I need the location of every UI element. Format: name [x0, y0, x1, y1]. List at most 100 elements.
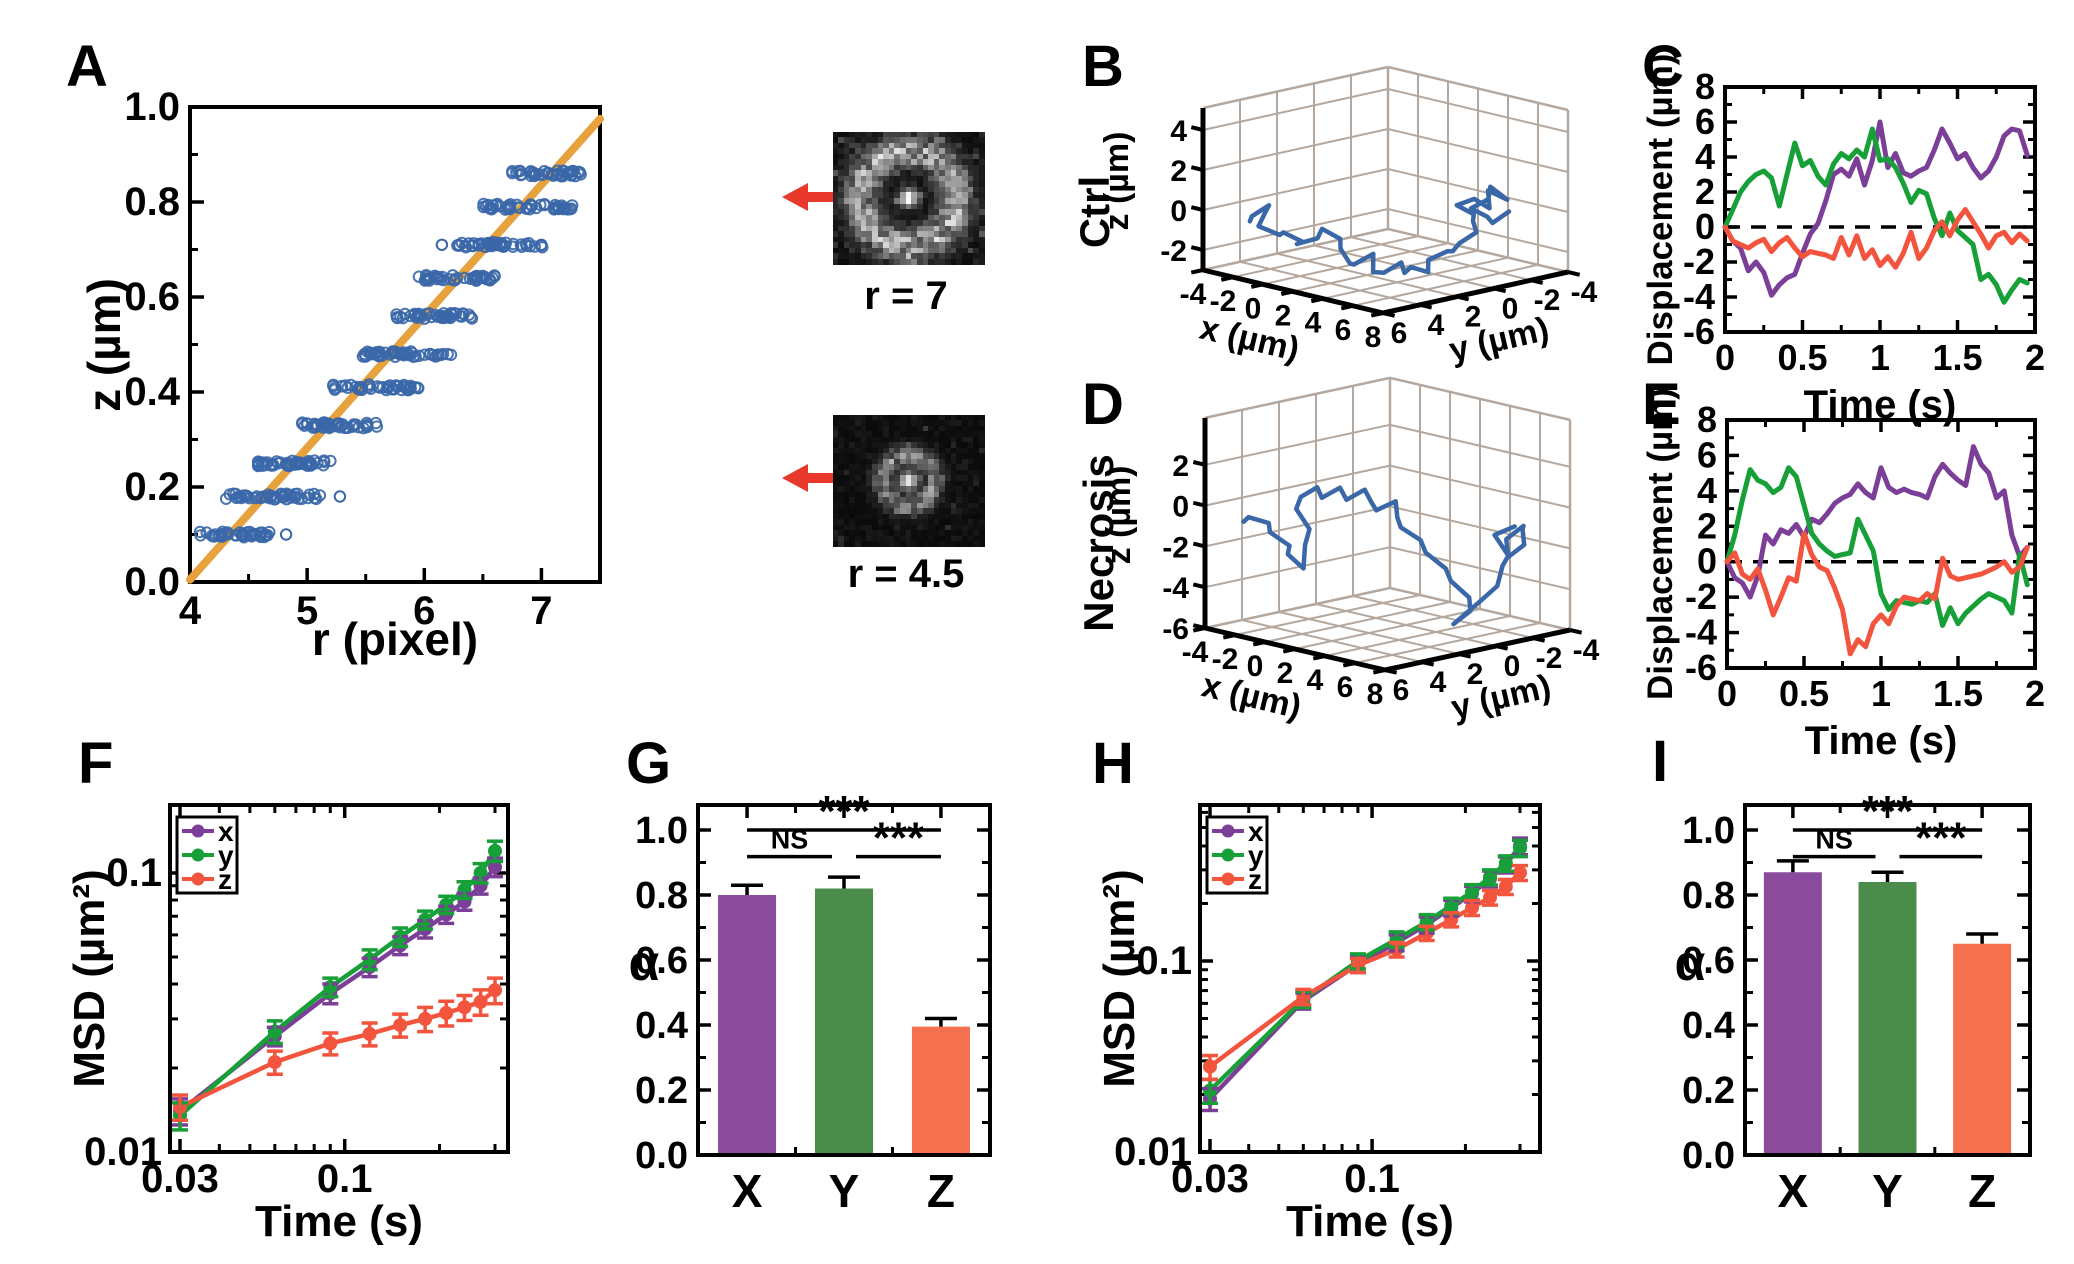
svg-text:8: 8 [1697, 399, 1717, 440]
red-arrow [782, 183, 848, 211]
panel-d-3d [1204, 376, 1572, 671]
svg-text:NS: NS [1815, 825, 1853, 855]
svg-text:Displacement (µm): Displacement (µm) [1641, 388, 1680, 700]
svg-text:2: 2 [1695, 171, 1715, 212]
svg-text:6: 6 [413, 589, 435, 633]
svg-text:0.1: 0.1 [106, 851, 162, 895]
svg-text:z: z [218, 864, 232, 895]
svg-text:2: 2 [2025, 673, 2045, 714]
svg-text:4: 4 [1170, 115, 1187, 148]
panel-g-chart: 0.0 0.2 0.4 0.6 0.8 1.0 X Y Zα *** NS *** [629, 787, 992, 1217]
svg-text:6: 6 [1391, 317, 1408, 350]
svg-text:Z: Z [927, 1165, 955, 1217]
panel-a-chart: 4 5 6 7 0.0 0.2 0.4 0.6 0.8 1.0 r (pixel) z (µm) [78, 85, 848, 665]
panel-i-chart-bar-z [1953, 943, 2012, 1153]
panel-i-chart: 0.0 0.2 0.4 0.6 0.8 1.0 X Y Zα *** NS *** [1675, 787, 2032, 1217]
svg-text:6: 6 [1697, 434, 1717, 475]
svg-text:0.1: 0.1 [1344, 1157, 1400, 1201]
svg-text:4: 4 [1307, 664, 1324, 697]
panel-b-3d-trajectory [1247, 184, 1512, 276]
svg-text:1.0: 1.0 [124, 85, 180, 129]
panel-h-chart-errors-z [1202, 863, 1528, 1082]
svg-text:Time (s): Time (s) [1805, 719, 1958, 763]
panel-g-chart-bar-z [911, 1026, 970, 1153]
svg-text:z: z [1248, 864, 1262, 895]
svg-text:-4: -4 [1685, 612, 1717, 653]
red-arrow [782, 464, 848, 492]
svg-text:1.0: 1.0 [1682, 810, 1735, 852]
svg-text:1.5: 1.5 [1933, 673, 1983, 714]
svg-text:0.6: 0.6 [124, 275, 180, 319]
panel-label-b: B [1082, 34, 1125, 99]
svg-text:X: X [732, 1165, 763, 1217]
svg-text:MSD (µm²): MSD (µm²) [65, 869, 114, 1087]
svg-text:0.6: 0.6 [635, 940, 688, 982]
svg-text:-6: -6 [1685, 647, 1717, 688]
svg-text:0: 0 [1245, 292, 1262, 325]
svg-text:x: x [218, 816, 234, 847]
svg-text:0.2: 0.2 [124, 465, 180, 509]
svg-text:X: X [1778, 1165, 1809, 1217]
svg-text:7: 7 [530, 589, 552, 633]
svg-text:8: 8 [1695, 66, 1715, 107]
svg-text:4: 4 [1430, 666, 1447, 699]
panel-g-chart-bar-x [718, 895, 777, 1153]
svg-text:z (µm): z (µm) [1098, 132, 1136, 231]
panel-label-c: C [1642, 34, 1685, 99]
svg-text:0: 0 [1695, 206, 1715, 247]
panel-label-f: F [78, 731, 115, 796]
svg-text:-6: -6 [1683, 311, 1715, 352]
condition-label-necrosis: Necrosis [1075, 454, 1122, 632]
svg-text:0.1: 0.1 [1136, 939, 1192, 983]
panel-label-a: A [66, 34, 109, 99]
svg-text:2: 2 [1467, 658, 1484, 691]
panel-d-3d-axes: -4 -2 0 2 4 6 8 6 4 2 0 -2 -420-2-4-6x (µm) y (µm)z (… [1100, 417, 1600, 727]
svg-text:8: 8 [1367, 678, 1384, 711]
svg-text:0: 0 [1504, 650, 1521, 683]
svg-text:0.4: 0.4 [1682, 1005, 1735, 1047]
svg-text:***: *** [873, 814, 925, 863]
psf-image-r7 [833, 132, 985, 265]
panel-label-e: E [1642, 372, 1682, 437]
svg-text:0.5: 0.5 [1777, 337, 1827, 378]
condition-label-ctrl: Ctrl [1071, 175, 1118, 249]
svg-text:-2: -2 [1210, 285, 1237, 318]
svg-text:-2: -2 [1536, 642, 1563, 675]
svg-text:0: 0 [1172, 491, 1189, 524]
svg-text:0: 0 [1717, 673, 1737, 714]
svg-text:0: 0 [1715, 337, 1735, 378]
panel-i-chart-bar-y [1858, 882, 1917, 1153]
panel-f-chart-legend: xyz [175, 815, 239, 895]
svg-text:Time (s): Time (s) [255, 1197, 423, 1246]
svg-text:***: *** [1915, 814, 1967, 863]
svg-text:4: 4 [1428, 309, 1445, 342]
panel-label-i: I [1652, 729, 1670, 794]
svg-text:0.8: 0.8 [1682, 875, 1735, 917]
svg-text:4: 4 [1305, 307, 1322, 340]
svg-text:0.5: 0.5 [1779, 673, 1829, 714]
panel-e-chart-trace-x [1724, 444, 2030, 600]
svg-text:***: *** [1862, 787, 1914, 836]
svg-text:-4: -4 [1162, 572, 1189, 605]
panel-e-chart-trace-y [1724, 465, 2030, 628]
svg-text:0.01: 0.01 [1114, 1130, 1192, 1174]
panel-i-chart-bar-x [1763, 872, 1822, 1153]
svg-text:0.1: 0.1 [317, 1157, 373, 1201]
panel-f-chart-errors-z [172, 976, 503, 1122]
svg-text:1: 1 [1870, 337, 1890, 378]
svg-text:2: 2 [1465, 301, 1482, 334]
svg-text:y (µm): y (µm) [1446, 310, 1553, 370]
svg-text:0.0: 0.0 [1682, 1135, 1735, 1177]
panel-a-scatter-points [193, 164, 587, 544]
svg-text:y (µm): y (µm) [1448, 667, 1555, 727]
svg-text:Z: Z [1968, 1165, 1996, 1217]
svg-text:0: 0 [1697, 541, 1717, 582]
panel-b-3d [1202, 65, 1570, 314]
svg-text:0.2: 0.2 [1682, 1070, 1735, 1112]
svg-text:0: 0 [1170, 195, 1187, 228]
svg-text:6: 6 [1337, 671, 1354, 704]
svg-text:2: 2 [1172, 450, 1189, 483]
